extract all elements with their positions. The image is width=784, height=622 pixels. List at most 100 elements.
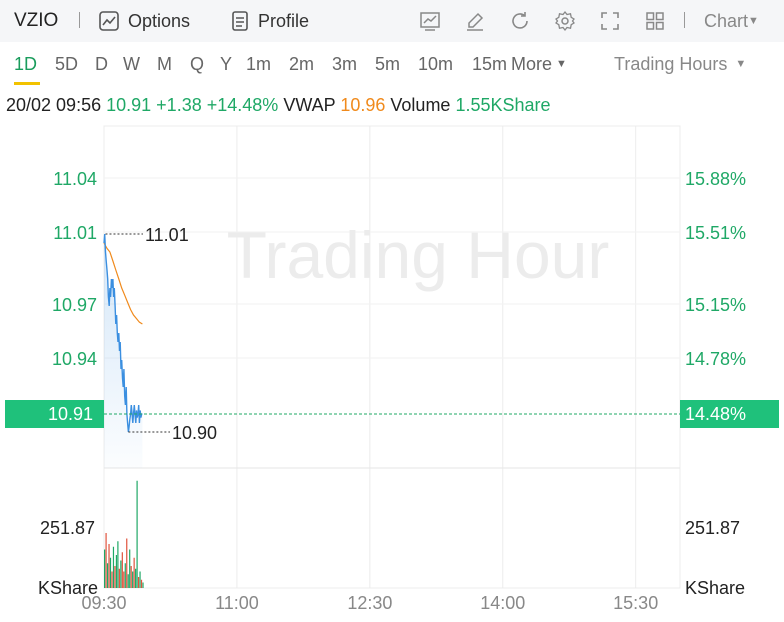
- draw-icon[interactable]: [463, 9, 487, 33]
- volume-bar: [124, 563, 126, 588]
- volume-bar: [121, 552, 123, 588]
- volume-tick-left: 251.87: [40, 518, 95, 538]
- options-icon: [98, 10, 120, 32]
- chart-menu-button[interactable]: Chart▼: [704, 11, 759, 32]
- tab-5d[interactable]: 5D: [55, 54, 79, 74]
- volume-bar: [106, 563, 109, 588]
- volume-value: 1.55KShare: [455, 95, 551, 115]
- tab-m[interactable]: M: [157, 54, 172, 74]
- settings-gear-icon[interactable]: [553, 9, 577, 33]
- y-tick-left: 10.94: [52, 349, 97, 369]
- caret-down-icon: ▼: [748, 15, 759, 27]
- volume-bar: [135, 568, 137, 588]
- volume-bar: [109, 557, 112, 588]
- price-badge-left-text: 10.91: [48, 404, 93, 424]
- low-label: 10.90: [172, 423, 217, 443]
- timeframe-tabs: 1D 5D D W M Q Y 1m 2m 3m 5m 10m 15m More…: [0, 44, 784, 86]
- vwap-label: VWAP: [283, 95, 336, 115]
- x-tick-label: 15:30: [613, 593, 658, 613]
- price-area: [104, 234, 143, 468]
- quote-price: 10.91: [106, 95, 152, 115]
- volume-bar: [115, 555, 118, 588]
- quote-change-pct: +14.48%: [206, 95, 279, 115]
- volume-bar: [112, 546, 115, 588]
- y-tick-left: 10.97: [52, 295, 97, 315]
- chart-menu-label: Chart: [704, 11, 749, 31]
- volume-label: Volume: [390, 95, 451, 115]
- volume-bars: [104, 480, 144, 588]
- trading-hours-select[interactable]: Trading Hours ▼: [614, 54, 746, 75]
- volume-bar: [120, 560, 122, 588]
- tab-10m[interactable]: 10m: [418, 54, 454, 74]
- fullscreen-icon[interactable]: [598, 9, 622, 33]
- top-toolbar: VZIO Options Profile Chart▼: [0, 0, 784, 42]
- y-tick-right: 15.88%: [685, 169, 746, 189]
- active-tab-indicator: [14, 82, 40, 85]
- options-label: Options: [128, 10, 191, 31]
- tab-1m[interactable]: 1m: [246, 54, 272, 74]
- tab-2m[interactable]: 2m: [289, 54, 315, 74]
- profile-icon: [230, 10, 250, 32]
- plot-border: [103, 125, 681, 589]
- tab-d[interactable]: D: [95, 54, 108, 74]
- quote-datetime: 20/02 09:56: [6, 95, 102, 115]
- volume-tick-right: 251.87: [685, 518, 740, 538]
- vwap-value: 10.96: [340, 95, 386, 115]
- vwap-line: [103, 242, 143, 325]
- volume-bar: [108, 544, 110, 588]
- x-tick-label: 14:00: [480, 593, 525, 613]
- price-badge-right-text: 14.48%: [685, 404, 746, 424]
- price-badge-right: [680, 400, 779, 428]
- options-button[interactable]: Options: [98, 9, 190, 33]
- caret-down-icon: ▼: [735, 58, 747, 70]
- toolbar-divider: [79, 12, 80, 28]
- tab-more-label: More: [511, 54, 553, 74]
- right-axis-labels: 15.88% 15.51% 15.15% 14.78% 251.87 KShare: [685, 169, 746, 598]
- volume-bar: [114, 566, 116, 588]
- tab-3m[interactable]: 3m: [332, 54, 358, 74]
- trading-hours-label: Trading Hours: [614, 54, 728, 74]
- tab-15m[interactable]: 15m: [472, 54, 508, 74]
- y-tick-right: 15.51%: [685, 223, 746, 243]
- profile-button[interactable]: Profile: [230, 9, 309, 33]
- indicator-icon[interactable]: [418, 9, 442, 33]
- volume-bar: [117, 541, 119, 588]
- volume-bar: [132, 571, 134, 588]
- x-tick-label: 09:30: [81, 593, 126, 613]
- profile-label: Profile: [258, 10, 310, 31]
- x-tick-label: 12:30: [347, 593, 392, 613]
- tab-1d[interactable]: 1D: [14, 54, 38, 74]
- refresh-icon[interactable]: [508, 9, 532, 33]
- y-tick-left: 11.04: [53, 169, 97, 189]
- volume-bar: [126, 538, 128, 588]
- volume-bar: [123, 571, 125, 588]
- quote-info-bar: 20/02 09:56 10.91 +1.38 +14.48% VWAP 10.…: [6, 95, 551, 116]
- tab-w[interactable]: W: [123, 54, 140, 74]
- volume-bar: [129, 549, 131, 588]
- price-line: [103, 233, 143, 433]
- volume-bar: [111, 571, 113, 588]
- watermark-text: Trading Hour: [227, 218, 610, 292]
- volume-unit-right: KShare: [685, 578, 745, 598]
- tab-y[interactable]: Y: [220, 54, 233, 74]
- layout-grid-icon[interactable]: [643, 9, 667, 33]
- tab-q[interactable]: Q: [190, 54, 205, 74]
- x-tick-label: 11:00: [215, 593, 259, 613]
- caret-down-icon: ▼: [556, 58, 567, 70]
- volume-bar: [139, 571, 141, 588]
- volume-bar: [104, 549, 106, 588]
- left-axis-labels: 11.04 11.01 10.97 10.94 251.87 KShare: [38, 169, 98, 598]
- y-tick-left: 11.01: [53, 223, 97, 243]
- price-badge-left: [5, 400, 104, 428]
- volume-bar: [133, 557, 135, 588]
- tab-5m[interactable]: 5m: [375, 54, 401, 74]
- chart-grid: [103, 125, 681, 589]
- volume-bar: [127, 574, 129, 588]
- toolbar-divider: [684, 12, 685, 28]
- price-badges: 10.91 14.48%: [5, 400, 779, 428]
- symbol-label: VZIO: [14, 10, 59, 31]
- volume-bar: [130, 566, 132, 588]
- high-label: 11.01: [145, 225, 189, 245]
- tab-more[interactable]: More ▼: [511, 54, 567, 75]
